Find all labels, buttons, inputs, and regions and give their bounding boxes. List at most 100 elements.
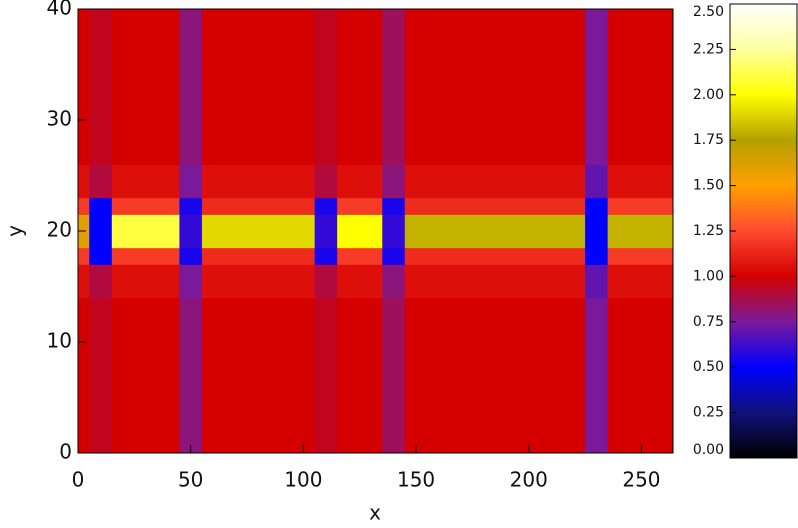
heatmap-cell [404, 214, 586, 249]
y-tick-label: 40 [47, 0, 72, 20]
heatmap-cell [201, 214, 316, 249]
heatmap-cell [404, 164, 586, 199]
heatmap-cell [78, 164, 90, 199]
heatmap-cell [111, 197, 180, 215]
heatmap-cell [607, 164, 674, 199]
x-tick-label: 100 [284, 468, 322, 492]
heatmap-cell [382, 297, 406, 454]
heatmap-cell [89, 297, 113, 454]
heatmap-cell [111, 297, 180, 454]
heatmap-cell [314, 9, 338, 165]
y-tick-label: 10 [47, 329, 72, 353]
heatmap-cell [314, 164, 338, 199]
x-tick-label: 150 [397, 468, 435, 492]
colorbar-tick-label: 0.50 [693, 359, 724, 375]
heatmap-cell [404, 247, 586, 265]
heatmap-cell [585, 197, 609, 215]
heatmap-cell [111, 247, 180, 265]
heatmap-cell [585, 214, 609, 249]
x-tick-label: 250 [622, 468, 660, 492]
colorbar-tick-label: 1.25 [693, 223, 724, 239]
heatmap-cell [607, 297, 674, 454]
heatmap-cell [314, 297, 338, 454]
heatmap-cell [404, 9, 586, 165]
heatmap-cell [585, 9, 609, 165]
heatmap-cell [89, 9, 113, 165]
heatmap-cell [179, 214, 203, 249]
heatmap-cell [89, 164, 113, 199]
heatmap-cell [337, 9, 383, 165]
heatmap-cell [585, 247, 609, 265]
colorbar [729, 3, 798, 459]
heatmap-cell [382, 264, 406, 299]
heatmap-cell [78, 297, 90, 454]
heatmap-cell [337, 264, 383, 299]
x-tick-label: 50 [178, 468, 203, 492]
colorbar-tick-label: 0.00 [693, 442, 724, 458]
x-axis-label: x [369, 501, 381, 525]
y-axis-label: y [3, 225, 27, 237]
colorbar-tick-label: 2.00 [693, 87, 724, 103]
heatmap-cell [201, 297, 316, 454]
heatmap-cell [404, 297, 586, 454]
colorbar-tick-label: 0.75 [693, 314, 724, 330]
heatmap-cell [111, 264, 180, 299]
heatmap-cell [337, 297, 383, 454]
heatmap-cell [201, 197, 316, 215]
heatmap-cell [89, 264, 113, 299]
heatmap-cell [404, 264, 586, 299]
heatmap-cell [201, 264, 316, 299]
colorbar-tick-label: 1.50 [693, 178, 724, 194]
heatmap-cell [179, 197, 203, 215]
heatmap-cell [607, 247, 674, 265]
heatmap-cell [382, 214, 406, 249]
heatmap-cell [179, 264, 203, 299]
x-tick-label: 0 [72, 468, 85, 492]
heatmap-cell [78, 247, 90, 265]
heatmap-cell [337, 197, 383, 215]
heatmap-cell [78, 264, 90, 299]
heatmap-cell [337, 214, 383, 249]
heatmap-cell [585, 297, 609, 454]
x-tick-label: 200 [510, 468, 548, 492]
heatmap-cell [78, 9, 90, 165]
colorbar-tick-label: 0.25 [693, 405, 724, 421]
heatmap-cell [111, 9, 180, 165]
heatmap-cell [337, 247, 383, 265]
heatmap-cell [382, 9, 406, 165]
colorbar-tick-label: 2.50 [693, 4, 724, 20]
heatmap-cell [382, 247, 406, 265]
colorbar-tick-label: 1.75 [693, 132, 724, 148]
heatmap-cell [314, 247, 338, 265]
heatmap-cell [179, 247, 203, 265]
heatmap-cell [201, 247, 316, 265]
heatmap-cell [337, 164, 383, 199]
heatmap-cell [179, 297, 203, 454]
heatmap-cell [201, 9, 316, 165]
heatmap-cell [607, 214, 674, 249]
heatmap-cell [89, 197, 113, 215]
heatmap-cell [78, 197, 90, 215]
heatmap-cell [585, 164, 609, 199]
heatmap-cell [607, 264, 674, 299]
heatmap-cell [89, 247, 113, 265]
heatmap-cell [111, 164, 180, 199]
y-tick-label: 20 [47, 218, 72, 242]
heatmap-cell [404, 197, 586, 215]
heatmap-cell [179, 9, 203, 165]
heatmap-cell [89, 214, 113, 249]
y-tick-label: 0 [59, 440, 72, 464]
heatmap-cell [179, 164, 203, 199]
heatmap-cell [314, 197, 338, 215]
heatmap-cell [201, 164, 316, 199]
heatmap-cell [382, 164, 406, 199]
heatmap-cell [607, 197, 674, 215]
heatmap-cell [314, 264, 338, 299]
heatmap-cell [607, 9, 674, 165]
heatmap-cell [111, 214, 180, 249]
heatmap-cell [314, 214, 338, 249]
colorbar-tick-label: 2.25 [693, 41, 724, 57]
y-tick-label: 30 [47, 107, 72, 131]
heatmap-cell [585, 264, 609, 299]
